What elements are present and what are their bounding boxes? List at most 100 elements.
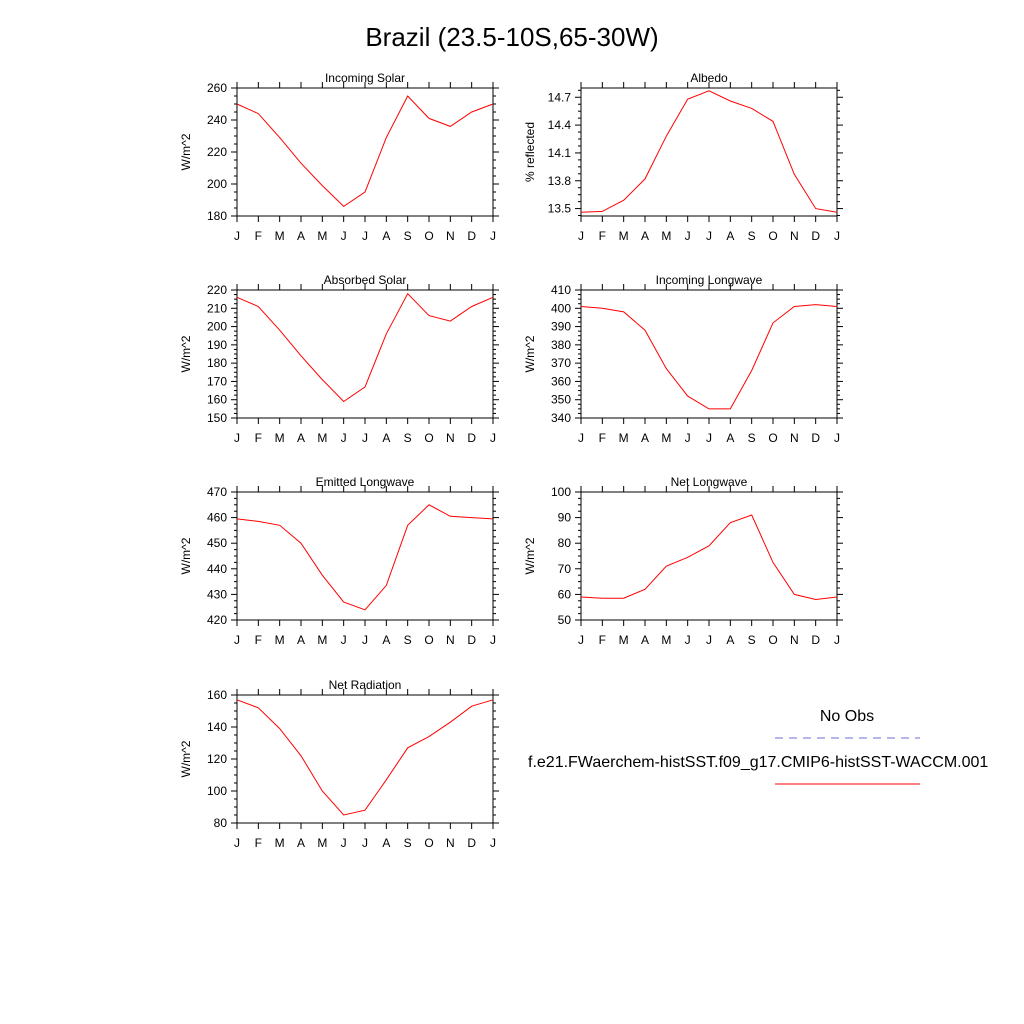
x-tick-label: N — [446, 431, 455, 445]
x-tick-label: F — [255, 229, 262, 243]
x-tick-label: J — [341, 633, 347, 647]
y-tick-label: 14.4 — [548, 118, 572, 132]
plot-frame — [236, 87, 494, 217]
x-tick-label: A — [641, 633, 649, 647]
x-tick-label: M — [275, 633, 285, 647]
series-line — [236, 95, 494, 208]
x-tick-label: D — [467, 836, 476, 850]
y-tick-label: 380 — [551, 338, 571, 352]
y-tick-label: 260 — [207, 81, 227, 95]
y-tick-label: 410 — [551, 283, 571, 297]
panel-title: Albedo — [690, 71, 728, 85]
x-tick-label: F — [599, 633, 606, 647]
x-tick-label: A — [382, 431, 390, 445]
y-tick-label: 160 — [207, 688, 227, 702]
y-tick-label: 340 — [551, 411, 571, 425]
y-tick-label: 360 — [551, 374, 571, 388]
x-tick-label: M — [661, 431, 671, 445]
x-tick-label: N — [446, 633, 455, 647]
x-tick-label: D — [811, 431, 820, 445]
x-tick-label: J — [234, 633, 240, 647]
y-tick-label: 350 — [551, 393, 571, 407]
x-tick-label: M — [317, 836, 327, 850]
x-tick-label: S — [748, 431, 756, 445]
panel-title: Net Radiation — [329, 678, 402, 692]
y-tick-label: 160 — [207, 393, 227, 407]
y-tick-label: 240 — [207, 113, 227, 127]
y-tick-label: 14.7 — [548, 90, 572, 104]
x-tick-label: F — [599, 229, 606, 243]
x-tick-label: J — [578, 633, 584, 647]
x-tick-label: F — [255, 431, 262, 445]
x-tick-label: J — [706, 633, 712, 647]
y-tick-label: 460 — [207, 511, 227, 525]
series-line — [236, 292, 494, 403]
x-tick-label: M — [619, 431, 629, 445]
plot-frame — [580, 87, 838, 217]
x-tick-label: D — [811, 633, 820, 647]
y-tick-label: 220 — [207, 145, 227, 159]
x-tick-label: J — [834, 431, 840, 445]
y-axis-label: W/m^2 — [179, 335, 193, 372]
y-tick-label: 390 — [551, 320, 571, 334]
x-tick-label: A — [297, 633, 305, 647]
y-axis-label: % reflected — [523, 122, 537, 182]
x-tick-label: A — [726, 431, 734, 445]
x-tick-label: J — [834, 633, 840, 647]
x-tick-label: O — [424, 431, 433, 445]
x-tick-label: J — [362, 633, 368, 647]
legend-obs-label: No Obs — [820, 708, 874, 725]
x-tick-label: M — [275, 431, 285, 445]
x-tick-label: A — [382, 229, 390, 243]
y-tick-label: 14.1 — [548, 146, 572, 160]
x-tick-label: F — [255, 836, 262, 850]
x-tick-label: N — [790, 229, 799, 243]
x-tick-label: N — [446, 229, 455, 243]
x-tick-label: J — [706, 229, 712, 243]
y-tick-label: 170 — [207, 374, 227, 388]
y-tick-label: 50 — [558, 613, 572, 627]
x-tick-label: M — [619, 229, 629, 243]
x-tick-label: A — [382, 633, 390, 647]
y-tick-label: 100 — [207, 784, 227, 798]
y-tick-label: 13.5 — [548, 202, 572, 216]
y-tick-label: 150 — [207, 411, 227, 425]
plot-frame — [236, 694, 494, 824]
y-tick-label: 430 — [207, 587, 227, 601]
x-tick-label: A — [297, 836, 305, 850]
y-tick-label: 440 — [207, 562, 227, 576]
x-tick-label: J — [578, 431, 584, 445]
x-tick-label: M — [275, 836, 285, 850]
series-line — [580, 514, 838, 601]
x-tick-label: M — [317, 633, 327, 647]
y-tick-label: 60 — [558, 587, 572, 601]
y-tick-label: 400 — [551, 301, 571, 315]
series-line — [580, 90, 838, 213]
x-tick-label: M — [661, 633, 671, 647]
y-tick-label: 120 — [207, 752, 227, 766]
x-tick-label: A — [297, 229, 305, 243]
y-tick-label: 470 — [207, 485, 227, 499]
x-tick-label: S — [748, 633, 756, 647]
x-tick-label: J — [578, 229, 584, 243]
x-tick-label: S — [748, 229, 756, 243]
x-tick-label: M — [317, 229, 327, 243]
x-tick-label: A — [297, 431, 305, 445]
y-tick-label: 80 — [558, 536, 572, 550]
panel-title: Net Longwave — [671, 475, 748, 489]
x-tick-label: J — [362, 229, 368, 243]
x-tick-label: O — [768, 633, 777, 647]
x-tick-label: O — [424, 836, 433, 850]
plot-frame — [236, 289, 494, 419]
legend-model-label: f.e21.FWaerchem-histSST.f09_g17.CMIP6-hi… — [528, 754, 988, 771]
x-tick-label: M — [619, 633, 629, 647]
y-tick-label: 70 — [558, 562, 572, 576]
x-tick-label: O — [768, 229, 777, 243]
x-tick-label: F — [599, 431, 606, 445]
